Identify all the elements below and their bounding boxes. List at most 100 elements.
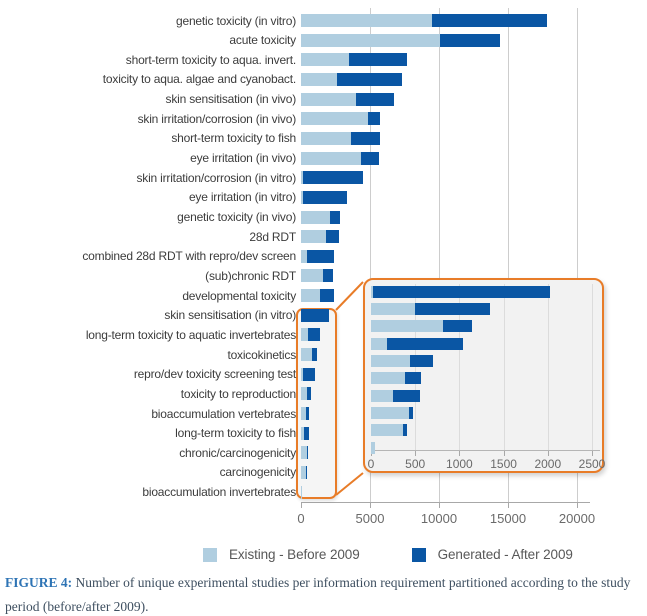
bar-row <box>301 210 341 224</box>
bar-segment-generated <box>302 190 348 204</box>
bar-segment-generated <box>306 249 335 263</box>
bar-segment-generated <box>337 72 402 86</box>
category-label: eye irritation (in vitro) <box>188 190 296 205</box>
bar-segment-existing <box>371 354 410 367</box>
inset-chart: 0 500 1000 1500 2000 2500 <box>363 278 605 473</box>
bar-segment-generated <box>323 269 334 283</box>
bar-segment-generated <box>303 367 316 381</box>
bar-row <box>301 387 311 401</box>
bar-segment-existing <box>371 389 394 402</box>
bar-segment-existing <box>301 249 307 263</box>
legend-item-existing: Existing - Before 2009 <box>203 547 360 562</box>
inset-x-tick-label: 1000 <box>446 457 473 471</box>
bar-row <box>301 328 320 342</box>
bar-segment-generated <box>325 230 340 244</box>
bar-row <box>301 72 402 86</box>
bar-row <box>301 171 364 185</box>
bar-row <box>301 485 302 499</box>
inset-gridline <box>415 284 417 450</box>
category-label: toxicity to reproduction <box>180 386 296 401</box>
category-label: toxicokinetics <box>227 347 296 362</box>
inset-gridline <box>547 284 549 450</box>
x-tick-label: 15000 <box>489 511 527 526</box>
inset-bar-row <box>371 337 463 350</box>
inset-bar-row <box>371 320 473 333</box>
bar-row <box>301 33 500 47</box>
bar-segment-existing <box>301 72 338 86</box>
bar-segment-generated <box>443 320 473 333</box>
bar-segment-generated <box>312 348 317 362</box>
bar-row <box>301 151 379 165</box>
category-label: genetic toxicity (in vitro) <box>176 13 296 28</box>
bar-segment-existing <box>301 230 326 244</box>
category-label: long-term toxicity to fish <box>175 426 296 441</box>
bar-row <box>301 53 407 67</box>
bar-segment-generated <box>408 406 413 419</box>
bar-row <box>301 426 309 440</box>
bar-segment-existing <box>301 348 313 362</box>
gridline <box>439 8 440 502</box>
bar-row <box>301 269 334 283</box>
category-label: skin sensitisation (in vitro) <box>164 308 296 323</box>
x-tick-label: 20000 <box>558 511 596 526</box>
inset-bar-row <box>371 354 433 367</box>
category-label: bioaccumulation invertebrates <box>142 485 296 500</box>
bar-segment-existing <box>371 302 416 315</box>
inset-gridline <box>459 284 461 450</box>
category-label: toxicity to aqua. algae and cyanobact. <box>102 72 296 87</box>
bar-segment-existing <box>301 112 369 126</box>
main-bar-chart: genetic toxicity (in vitro) acute toxicit… <box>82 8 596 526</box>
bar-segment-generated <box>350 131 381 145</box>
category-label: skin irritation/corrosion (in vitro) <box>136 170 296 185</box>
category-label: (sub)chronic RDT <box>205 268 296 283</box>
caption-label: FIGURE 4: <box>5 575 73 590</box>
axis-tick <box>508 502 509 508</box>
legend-label-existing: Existing - Before 2009 <box>229 547 360 562</box>
x-tick-label: 5000 <box>355 511 385 526</box>
inset-x-axis-line <box>371 450 600 451</box>
category-label: long-term toxicity to aquatic invertebra… <box>85 327 296 342</box>
bar-row <box>301 131 381 145</box>
bar-segment-generated <box>348 53 407 67</box>
bar-segment-generated <box>386 337 463 350</box>
category-label: short-term toxicity to fish <box>171 131 296 146</box>
legend-swatch-existing <box>203 547 217 562</box>
inset-bar-row <box>371 406 413 419</box>
bar-segment-existing <box>371 285 374 298</box>
bar-segment-existing <box>301 131 351 145</box>
bar-row <box>301 92 394 106</box>
inset-bar-row <box>371 285 550 298</box>
bar-segment-existing <box>301 190 303 204</box>
inset-bar-row <box>371 389 421 402</box>
legend-swatch-generated <box>411 547 426 562</box>
bar-segment-existing <box>371 424 403 437</box>
bar-segment-generated <box>355 92 394 106</box>
x-axis-line <box>301 502 590 503</box>
bar-segment-generated <box>319 289 335 303</box>
gridline <box>370 8 371 502</box>
bar-segment-existing <box>301 407 307 420</box>
bar-segment-generated <box>302 171 364 185</box>
category-label: eye irritation (in vivo) <box>190 151 296 166</box>
bar-segment-existing <box>371 372 406 385</box>
bar-segment-existing <box>301 92 356 106</box>
x-tick-label: 0 <box>297 511 305 526</box>
bar-segment-existing <box>301 446 307 460</box>
bar-row <box>301 367 316 381</box>
category-label: bioaccumulation vertebrates <box>151 406 296 421</box>
bar-segment-existing <box>301 289 320 303</box>
bar-segment-generated <box>307 328 320 342</box>
axis-tick <box>577 502 578 508</box>
bar-segment-existing <box>301 367 304 381</box>
inset-bar-row <box>371 302 491 315</box>
inset-axis-tick <box>592 450 593 456</box>
category-label: genetic toxicity (in vivo) <box>177 210 296 224</box>
category-label: short-term toxicity to aqua. invert. <box>125 52 296 67</box>
category-label: acute toxicity <box>229 33 296 48</box>
inset-axis-tick <box>547 450 549 456</box>
bar-segment-generated <box>306 446 308 460</box>
bar-segment-generated <box>368 112 381 126</box>
gridline <box>508 8 509 502</box>
category-label: 28d RDT <box>249 229 296 244</box>
legend: Existing - Before 2009 Generated - After… <box>203 547 573 562</box>
